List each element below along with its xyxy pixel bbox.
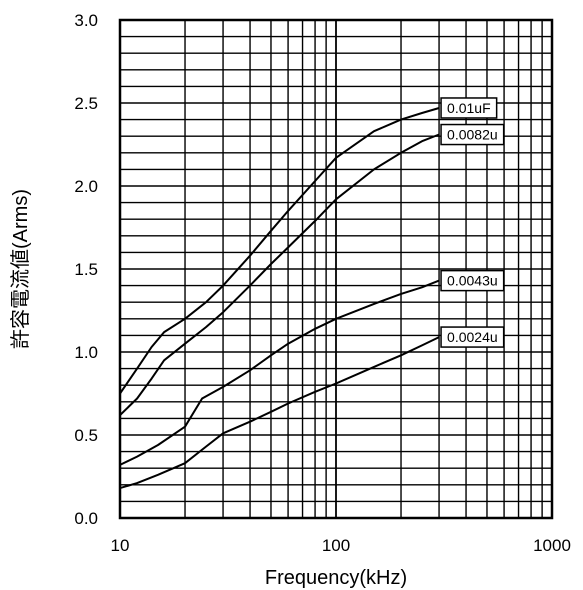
series-label-text: 0.0024u — [447, 329, 498, 345]
y-tick-label: 1.0 — [74, 343, 98, 362]
y-tick-label: 0.5 — [74, 426, 98, 445]
y-tick-label: 0.0 — [74, 509, 98, 528]
x-tick-label: 1000 — [533, 536, 571, 555]
series-label-box — [440, 269, 505, 292]
series-label: 0.0024u — [440, 326, 505, 348]
grid — [120, 20, 552, 518]
series-label-box — [440, 123, 505, 146]
series-label: 0.0082u — [440, 123, 505, 146]
series-label: 0.0043u — [440, 269, 505, 292]
series-line — [119, 336, 440, 490]
y-tick-label: 2.5 — [74, 94, 98, 113]
series-line — [119, 133, 440, 416]
series-label-text: 0.01uF — [447, 100, 491, 116]
y-tick-label: 1.5 — [74, 260, 98, 279]
y-axis-title: 許容電流値(Arms) — [9, 189, 32, 349]
plot-area-border — [118, 18, 554, 520]
series-label-box — [440, 97, 498, 119]
tick-labels: 0.0 0.5 1.0 1.5 2.0 2.5 3.0 10 100 1000 — [74, 11, 571, 555]
series-labels: 0.01uF 0.0082u 0.0043u 0.0024u — [440, 97, 505, 348]
y-tick-label: 3.0 — [74, 11, 98, 30]
series-label: 0.01uF — [440, 97, 498, 119]
series-line — [119, 107, 440, 395]
x-axis-title: Frequency(kHz) — [265, 567, 407, 589]
series-label-box — [440, 326, 505, 348]
series-label-text: 0.0082u — [447, 127, 498, 143]
series-line — [119, 279, 440, 466]
y-tick-label: 2.0 — [74, 177, 98, 196]
x-tick-label: 10 — [111, 536, 130, 555]
series-label-text: 0.0043u — [447, 273, 498, 289]
series-lines — [119, 107, 440, 490]
x-tick-label: 100 — [322, 536, 350, 555]
